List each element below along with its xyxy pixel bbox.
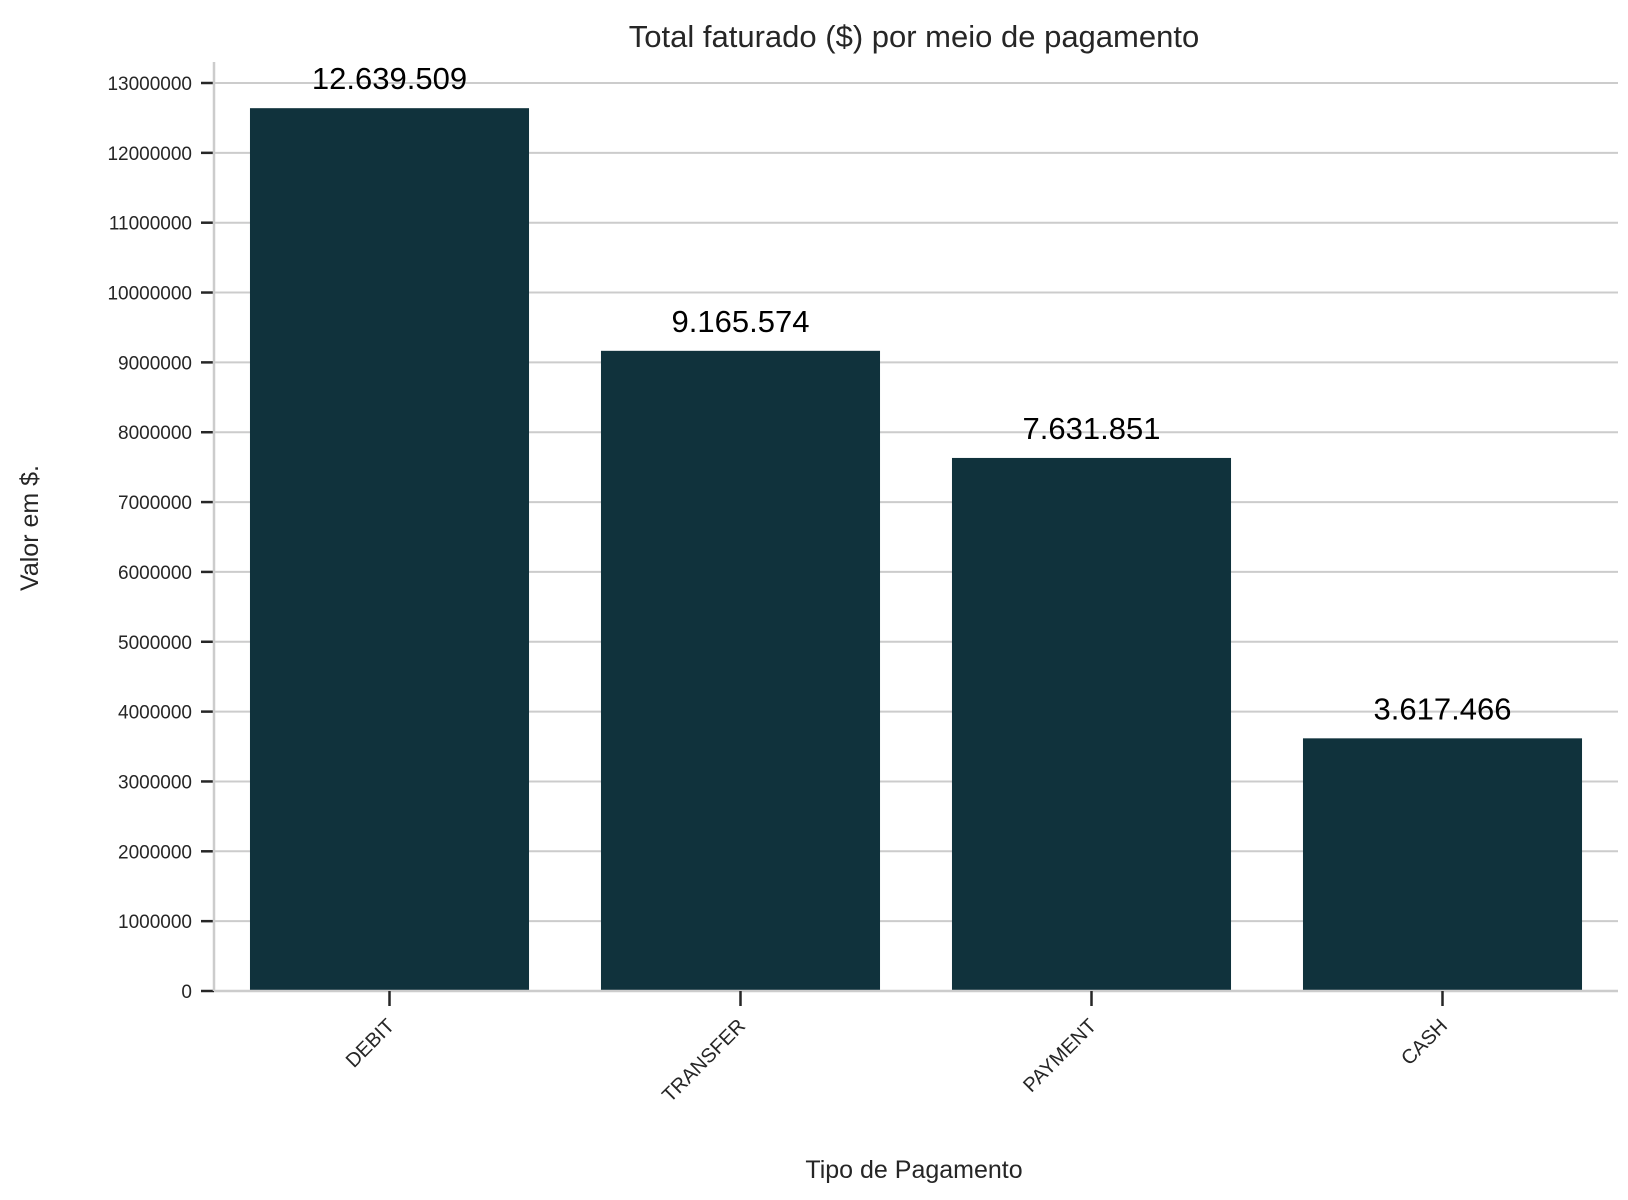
bars bbox=[249, 108, 1583, 992]
data-label-transfer: 9.165.574 bbox=[672, 304, 810, 339]
y-tick-label: 10000000 bbox=[107, 284, 192, 305]
y-tick-label: 0 bbox=[181, 982, 192, 1003]
x-tick-label: CASH bbox=[1397, 1015, 1452, 1070]
y-tick-label: 6000000 bbox=[118, 563, 192, 584]
data-label-debit: 12.639.509 bbox=[312, 61, 467, 96]
y-tick-label: 9000000 bbox=[118, 353, 192, 374]
y-tick-label: 11000000 bbox=[109, 214, 192, 235]
y-tick-label: 2000000 bbox=[118, 842, 192, 863]
x-tick-label: DEBIT bbox=[342, 1015, 399, 1072]
y-tick-label: 5000000 bbox=[118, 633, 192, 654]
axes: 0 1000000 2000000 3000000 4000000 5000000 6000… bbox=[107, 62, 1618, 1107]
data-label-cash: 3.617.466 bbox=[1374, 691, 1512, 726]
y-tick-label: 1000000 bbox=[118, 912, 192, 933]
y-tick-label: 3000000 bbox=[118, 772, 192, 793]
y-tick-label: 8000000 bbox=[118, 423, 192, 444]
chart-title: Total faturado ($) por meio de pagamento bbox=[629, 19, 1199, 54]
x-tick-label: PAYMENT bbox=[1019, 1015, 1101, 1097]
y-tick-label: 13000000 bbox=[107, 74, 192, 95]
y-tick-label: 7000000 bbox=[118, 493, 192, 514]
y-tick-label: 12000000 bbox=[107, 144, 192, 165]
y-axis-title: Valor em $. bbox=[16, 465, 44, 591]
data-label-payment: 7.631.851 bbox=[1023, 411, 1161, 446]
y-tick-label: 4000000 bbox=[118, 703, 192, 724]
bar-transfer bbox=[600, 350, 881, 991]
x-tick-label: TRANSFER bbox=[658, 1015, 750, 1107]
data-labels: 12.639.509 9.165.574 7.631.851 3.617.466 bbox=[312, 61, 1512, 726]
bar-cash bbox=[1302, 738, 1583, 991]
bar-debit bbox=[249, 108, 530, 992]
bar-payment bbox=[951, 457, 1232, 991]
x-axis-title: Tipo de Pagamento bbox=[805, 1156, 1022, 1184]
